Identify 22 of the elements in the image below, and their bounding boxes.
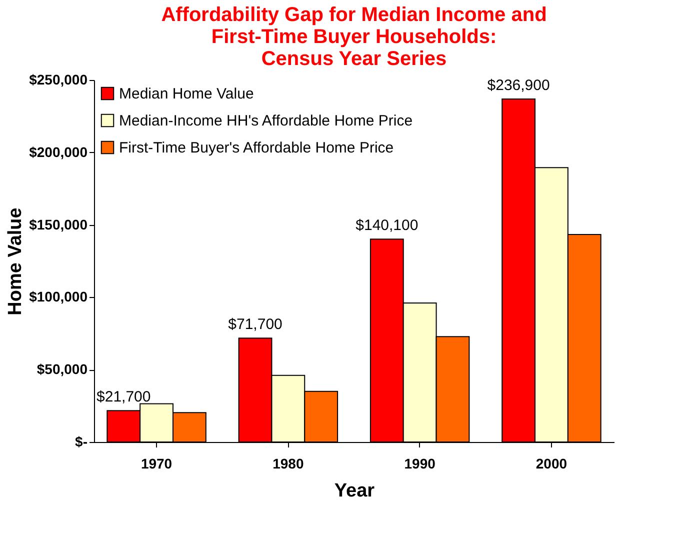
x-tick-label: 1980 [272,456,304,472]
data-label: $21,700 [96,388,151,406]
x-tick-label: 1970 [140,456,172,472]
text: Affordability Gap for Median Income and [161,4,547,26]
data-label: $71,700 [228,316,282,334]
y-tick-label: $250,000 [29,72,88,88]
legend-label: Median-Income HH's Affordable Home Price [119,112,413,130]
y-tick-label: $150,000 [29,216,88,232]
y-tick-label: $- [75,434,88,450]
y-tick-label: $50,000 [36,361,88,378]
x-axis-title: Year [334,480,376,502]
legend-label: Median Home Value [119,86,254,102]
y-tick-label: $100,000 [29,288,88,305]
y-axis-title: Home Value [5,208,26,316]
x-tick-label: 1990 [404,456,436,472]
legend-label: First-Time Buyer's Affordable Home Price [119,140,394,156]
text: First-Time Buyer Households: [211,26,497,48]
x-tick-label: 2000 [536,456,568,472]
text: Census Year Series [261,48,447,70]
data-label: $140,100 [356,217,418,234]
data-label: $236,900 [487,76,550,94]
y-tick-label: $200,000 [29,144,88,160]
